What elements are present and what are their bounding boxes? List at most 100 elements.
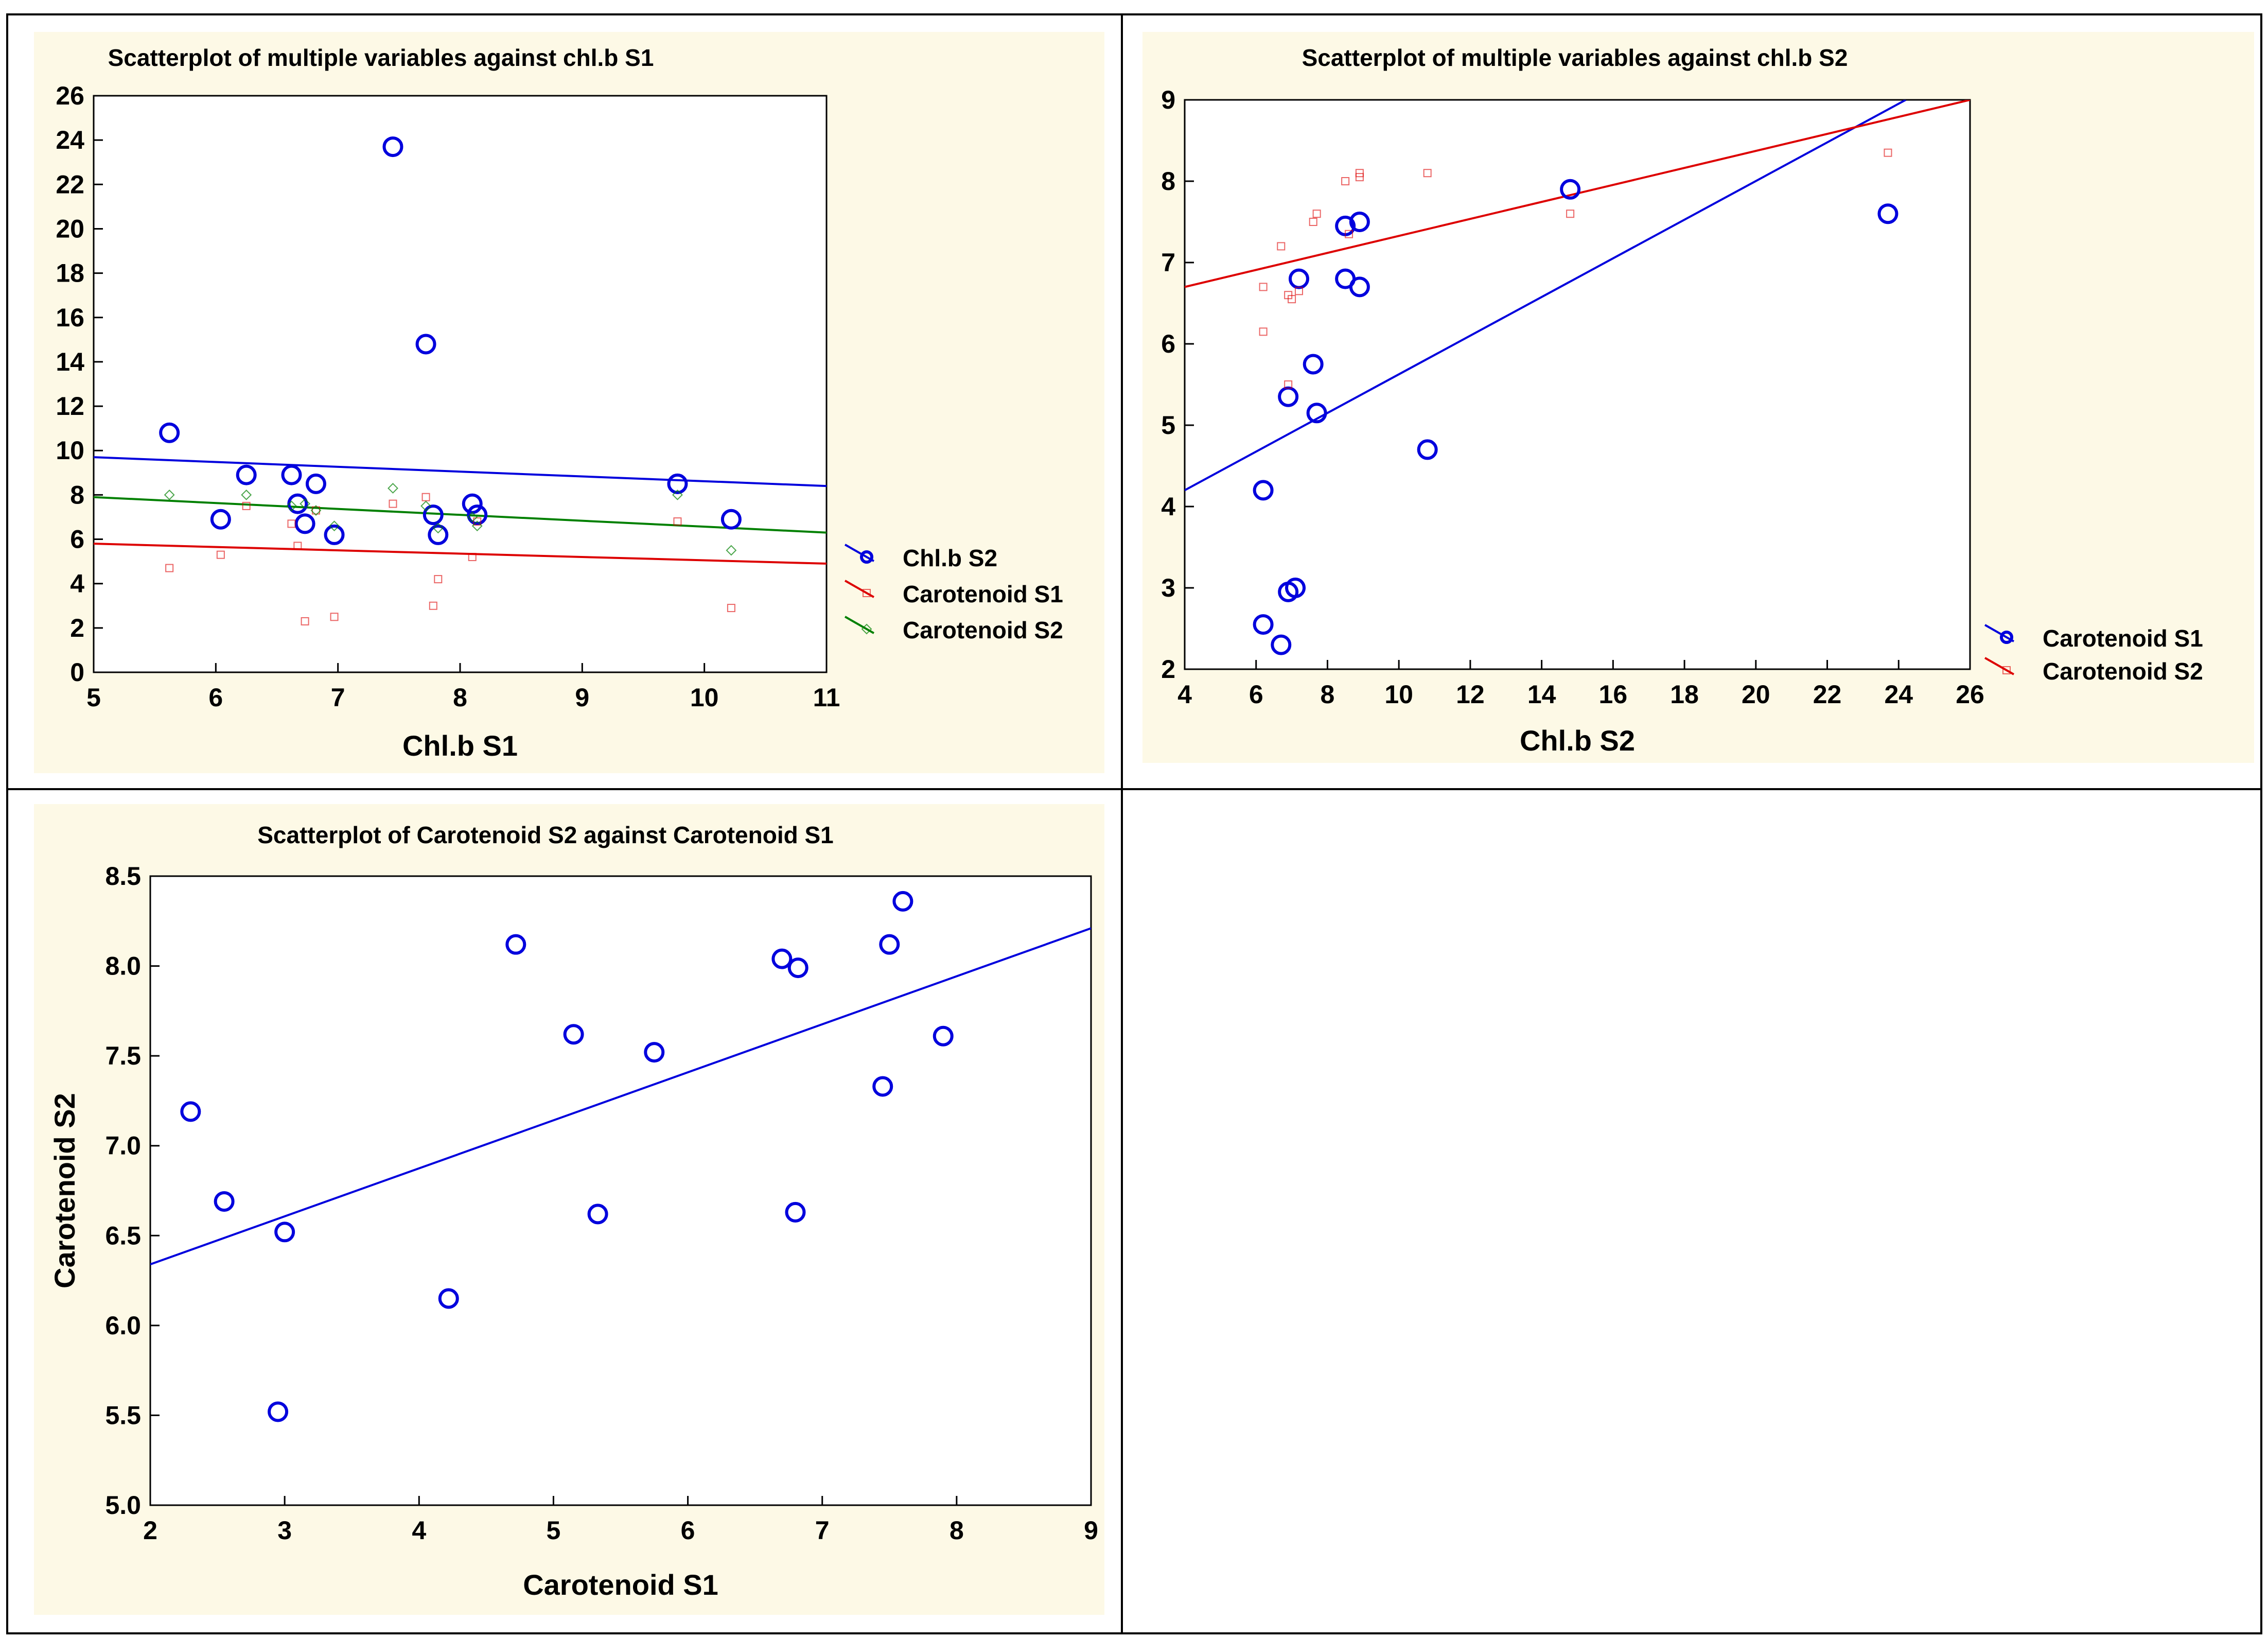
chart-3-x-axis-label: Carotenoid S1 <box>523 1569 718 1601</box>
data-point-carotenoid-s2 <box>1277 242 1286 251</box>
data-point-chl-b-s2 <box>305 473 326 494</box>
data-point-carotenoid-s2 <box>933 1025 954 1047</box>
y-tick-label: 2 <box>1161 655 1175 684</box>
chart-1-legend: Chl.b S2 Carotenoid S1 Carotenoid S2 <box>845 544 1063 643</box>
y-tick-label: 12 <box>56 392 84 421</box>
legend-line-carotenoid-s2 <box>1984 657 2014 675</box>
data-point-carotenoid-s1 <box>287 519 296 528</box>
chart-1-x-axis-label: Chl.b S1 <box>402 729 518 762</box>
legend-label-carotenoid-s1: Carotenoid S1 <box>903 581 1063 607</box>
data-point-carotenoid-s2 <box>1284 380 1293 389</box>
x-tick-label: 24 <box>1884 680 1913 709</box>
legend-marker-chl-b-s2 <box>860 550 873 564</box>
x-tick-label: 7 <box>815 1516 830 1545</box>
data-point-carotenoid-s2 <box>892 891 913 912</box>
data-point-carotenoid-s1 <box>1877 203 1898 224</box>
data-point-carotenoid-s2 <box>726 545 737 556</box>
data-point-carotenoid-s2 <box>1312 210 1321 218</box>
data-point-carotenoid-s2 <box>1259 283 1268 291</box>
legend-label-carotenoid-s2: Carotenoid S2 <box>903 617 1063 643</box>
legend-item-chl-b-s2: Chl.b S2 <box>845 544 997 571</box>
x-tick-label: 3 <box>277 1516 292 1545</box>
data-point-chl-b-s2 <box>294 513 315 534</box>
legend-label-carotenoid-s1: Carotenoid S1 <box>2043 625 2203 652</box>
data-point-carotenoid-s1 <box>434 575 443 584</box>
y-tick-label: 6 <box>70 525 84 554</box>
y-tick-label: 2 <box>70 614 84 642</box>
data-point-carotenoid-s1 <box>1285 578 1306 598</box>
y-tick-label: 7.0 <box>105 1131 141 1160</box>
chart-1-title: Scatterplot of multiple variables agains… <box>108 44 654 71</box>
data-point-carotenoid-s2 <box>1259 327 1268 336</box>
data-point-carotenoid-s2 <box>563 1024 584 1045</box>
data-point-carotenoid-s2 <box>241 489 252 500</box>
fit-line-carotenoid-s1 <box>94 543 827 565</box>
chart-panel-1: Scatterplot of multiple variables agains… <box>34 32 1104 773</box>
data-point-carotenoid-s1 <box>1271 634 1292 655</box>
data-point-chl-b-s2 <box>667 473 688 494</box>
y-tick-label: 5 <box>1161 411 1175 440</box>
data-point-carotenoid-s1 <box>330 613 339 621</box>
x-tick-label: 26 <box>1956 680 1984 709</box>
data-point-carotenoid-s2 <box>1355 169 1364 178</box>
legend-line-carotenoid-s1 <box>845 580 874 598</box>
data-point-carotenoid-s2 <box>672 489 683 500</box>
chart-3-points <box>180 891 954 1422</box>
chart-3-plot-area <box>149 875 1092 1506</box>
chart-2-points <box>1253 148 1898 655</box>
data-point-carotenoid-s2 <box>1566 210 1575 218</box>
x-tick-label: 8 <box>1321 680 1335 709</box>
data-point-carotenoid-s1 <box>301 617 309 625</box>
data-point-carotenoid-s2 <box>286 500 297 512</box>
y-tick-label: 26 <box>56 81 84 110</box>
legend-marker-carotenoid-s1 <box>2000 631 2013 644</box>
chart-3-y-axis-label: Carotenoid S2 <box>48 1093 81 1288</box>
data-point-carotenoid-s1 <box>165 564 174 572</box>
chart-1-points <box>159 136 742 625</box>
data-point-chl-b-s2 <box>281 464 302 485</box>
data-point-carotenoid-s1 <box>1349 212 1370 232</box>
y-tick-label: 18 <box>56 259 84 288</box>
x-tick-label: 16 <box>1599 680 1628 709</box>
data-point-carotenoid-s2 <box>644 1042 665 1063</box>
data-point-carotenoid-s2 <box>872 1076 893 1097</box>
y-tick-label: 7.5 <box>105 1041 141 1070</box>
x-tick-label: 4 <box>412 1516 426 1545</box>
y-tick-label: 10 <box>56 436 84 465</box>
legend-marker-carotenoid-s2 <box>2002 666 2011 674</box>
fit-line-carotenoid-s1 <box>1185 100 1907 492</box>
legend-line-chl-b-s2 <box>845 544 874 562</box>
chart-3-fit-lines <box>150 927 1091 1266</box>
x-tick-label: 5 <box>86 683 101 712</box>
data-point-chl-b-s2 <box>324 524 345 545</box>
x-tick-label: 7 <box>331 683 345 712</box>
fit-line-chl-b-s2 <box>94 456 827 487</box>
data-point-carotenoid-s2 <box>505 934 526 955</box>
x-tick-label: 8 <box>453 683 467 712</box>
data-point-chl-b-s2 <box>159 422 180 443</box>
legend-marker-carotenoid-s2 <box>861 623 872 635</box>
data-point-carotenoid-s2 <box>310 505 322 516</box>
y-tick-label: 20 <box>56 214 84 243</box>
chart-3-ticks: 2 3 4 5 6 7 8 9 5.0 5.5 6.0 6.5 7.0 7.5 8.0 8.5 <box>105 862 1098 1545</box>
y-tick-label: 6.0 <box>105 1311 141 1340</box>
data-point-carotenoid-s1 <box>1306 403 1327 424</box>
legend-marker-carotenoid-s1 <box>863 589 871 597</box>
data-point-carotenoid-s1 <box>1417 439 1438 460</box>
data-point-carotenoid-s1 <box>389 499 397 508</box>
legend-item-carotenoid-s1: Carotenoid S1 <box>845 580 1063 607</box>
data-point-carotenoid-s2 <box>1345 230 1353 238</box>
y-tick-label: 4 <box>70 569 84 598</box>
legend-line-carotenoid-s2 <box>845 616 874 634</box>
y-tick-label: 7 <box>1161 248 1175 277</box>
y-tick-label: 8.5 <box>105 862 141 891</box>
data-point-carotenoid-s1 <box>1349 276 1370 298</box>
x-tick-label: 11 <box>813 683 840 712</box>
data-point-carotenoid-s2 <box>388 483 398 494</box>
chart-panel-2: Scatterplot of multiple variables agains… <box>1142 32 2254 763</box>
x-tick-label: 12 <box>1456 680 1485 709</box>
data-point-carotenoid-s1 <box>311 506 320 515</box>
data-point-carotenoid-s2 <box>1288 295 1296 304</box>
x-tick-label: 10 <box>690 683 719 712</box>
